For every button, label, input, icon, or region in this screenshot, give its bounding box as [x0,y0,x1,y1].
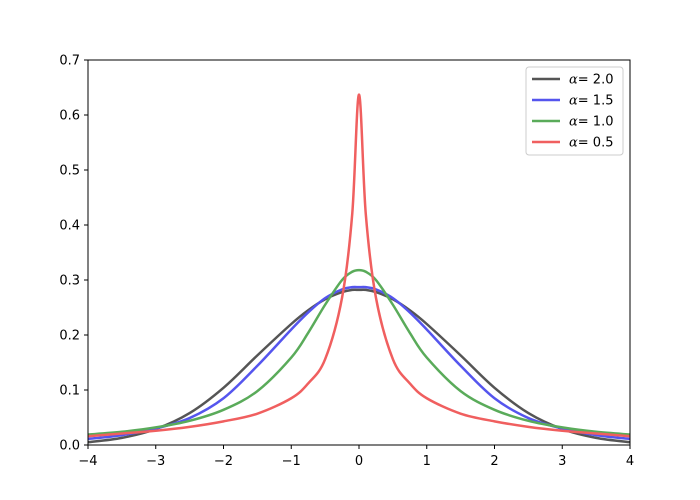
y-tick-label: 0.4 [59,219,80,234]
series-line-2 [87,268,631,436]
x-tick-label: −3 [146,454,165,469]
legend-alpha-value: = 1.0 [578,115,614,130]
y-tick-label: 0.5 [59,164,80,179]
legend-alpha-value: = 1.5 [578,94,614,109]
legend: α= 2.0α= 1.5α= 1.0α= 0.5 [525,66,624,156]
x-tick-label: 3 [558,454,566,469]
y-tick-label: 0.0 [59,439,80,454]
legend-alpha-value: = 2.0 [578,73,614,88]
x-tick-label: −4 [78,454,97,469]
legend-alpha-symbol: α [569,115,578,130]
y-tick-label: 0.3 [59,274,80,289]
y-tick-label: 0.7 [59,54,80,69]
x-tick-label: 0 [355,454,363,469]
legend-alpha-symbol: α [569,94,578,109]
y-axis-ticks: 0.0 0.1 0.2 0.3 0.4 0.5 0.6 0.7 [59,54,88,454]
legend-alpha-value: = 0.5 [578,136,614,151]
legend-label-0: α= 2.0 [569,73,613,88]
x-tick-label: −2 [214,454,233,469]
legend-alpha-symbol: α [569,73,578,88]
x-tick-label: 1 [423,454,431,469]
series-line-3 [87,93,631,438]
y-tick-label: 0.1 [59,384,80,399]
legend-label-3: α= 0.5 [569,136,613,151]
legend-label-1: α= 1.5 [569,94,613,109]
legend-box [525,66,624,156]
legend-label-2: α= 1.0 [569,115,613,130]
plot-frame [87,59,631,446]
series-line-1 [87,285,631,441]
y-tick-label: 0.2 [59,329,80,344]
series-lines [87,93,631,444]
x-tick-label: 2 [490,454,498,469]
y-tick-label: 0.6 [59,109,80,124]
x-tick-label: −1 [282,454,301,469]
x-axis-ticks: −4 −3 −2 −1 0 1 2 3 4 [78,445,634,469]
legend-alpha-symbol: α [569,136,578,151]
series-line-0 [87,288,631,444]
x-tick-label: 4 [626,454,634,469]
